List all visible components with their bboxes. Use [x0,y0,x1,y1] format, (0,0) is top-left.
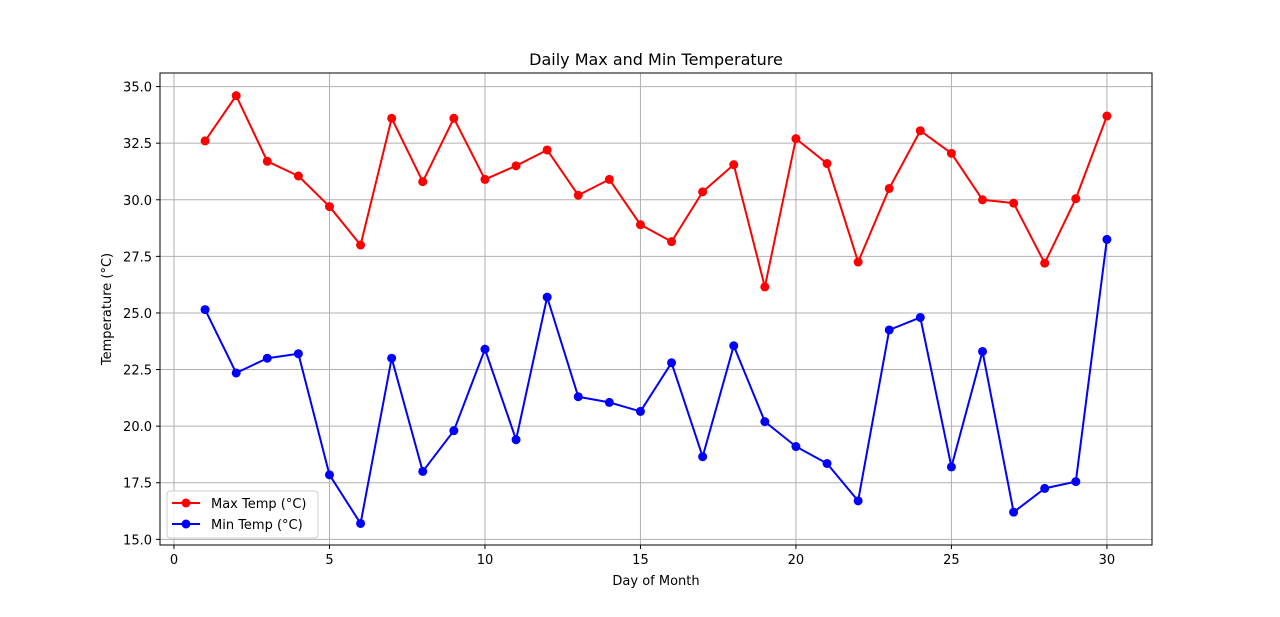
data-point [853,496,863,506]
y-axis-ticks: 15.0 17.5 20.0 22.5 25.0 27.5 30.0 32.5 35.0 [123,81,160,548]
data-point [604,174,614,184]
plot-frame [159,72,1153,546]
y-tick-label: 15.0 [123,533,152,548]
legend-entry: Max Temp (°C) [172,497,307,512]
data-point [293,349,303,359]
data-point [1009,507,1019,517]
data-point [200,305,210,315]
data-point [946,148,956,158]
data-point [791,442,801,452]
y-tick-label: 25.0 [123,307,152,322]
legend-label: Max Temp (°C) [211,497,307,512]
x-tick-label: 5 [325,553,333,568]
series-line [204,239,1108,525]
data-point [511,161,521,171]
data-point [511,435,521,445]
x-axis-ticks: 0 5 10 15 20 25 30 [170,545,1115,568]
series-0 [200,91,1112,292]
data-point [853,257,863,267]
data-point [449,426,459,436]
legend-box [166,490,319,539]
data-point [978,346,988,356]
data-point [729,160,739,170]
data-point [449,113,459,123]
x-tick-label: 0 [170,553,178,568]
x-tick-label: 30 [1099,553,1116,568]
data-point [1071,194,1081,204]
y-tick-label: 32.5 [123,137,152,152]
legend-entry: Min Temp (°C) [172,518,303,533]
legend-label: Min Temp (°C) [211,518,303,533]
series-line [204,94,1108,288]
y-tick-label: 17.5 [123,477,152,492]
data-point [667,358,677,368]
series-1 [200,234,1112,528]
data-point [822,459,832,469]
y-tick-label: 35.0 [123,81,152,96]
y-tick-label: 22.5 [123,364,152,379]
x-tick-label: 25 [943,553,960,568]
data-point [946,462,956,472]
data-point [915,312,925,322]
data-point [418,466,428,476]
legend: Max Temp (°C) Min Temp (°C) [166,490,319,539]
data-point [635,406,645,416]
data-point [293,171,303,181]
plot-background [160,73,1152,545]
x-tick-label: 15 [632,553,649,568]
y-tick-label: 27.5 [123,250,152,265]
data-point [884,325,894,335]
data-point [387,353,397,363]
data-point [356,518,366,528]
legend-marker [181,498,191,508]
data-point [698,187,708,197]
y-axis-label: Temperature (°C) [100,253,115,366]
data-point [978,195,988,205]
x-axis-label: Day of Month [612,574,699,589]
data-point [324,470,334,480]
y-tick-label: 20.0 [123,420,152,435]
data-point [356,240,366,250]
data-point [200,136,210,146]
data-point [387,113,397,123]
data-point [542,292,552,302]
data-point [480,174,490,184]
data-point [760,417,770,427]
data-point [1009,198,1019,208]
data-point [604,397,614,407]
data-point [573,190,583,200]
data-point [1040,258,1050,268]
series-layer [200,91,1112,528]
data-point [915,126,925,136]
data-point [1071,477,1081,487]
chart-title: Daily Max and Min Temperature [529,50,783,69]
data-point [760,282,770,292]
data-point [667,237,677,247]
data-point [822,159,832,169]
data-point [231,368,241,378]
data-point [884,183,894,193]
data-point [1102,111,1112,121]
legend-marker [181,519,191,529]
data-point [1102,234,1112,244]
data-point [573,392,583,402]
data-point [698,452,708,462]
data-point [324,202,334,212]
data-point [791,134,801,144]
data-point [635,220,645,230]
data-point [480,344,490,354]
data-point [262,156,272,166]
data-point [262,353,272,363]
x-tick-label: 10 [477,553,494,568]
data-point [1040,483,1050,493]
x-tick-label: 20 [788,553,805,568]
data-point [418,177,428,187]
data-point [729,341,739,351]
data-point [542,145,552,155]
data-point [231,91,241,101]
y-tick-label: 30.0 [123,194,152,209]
